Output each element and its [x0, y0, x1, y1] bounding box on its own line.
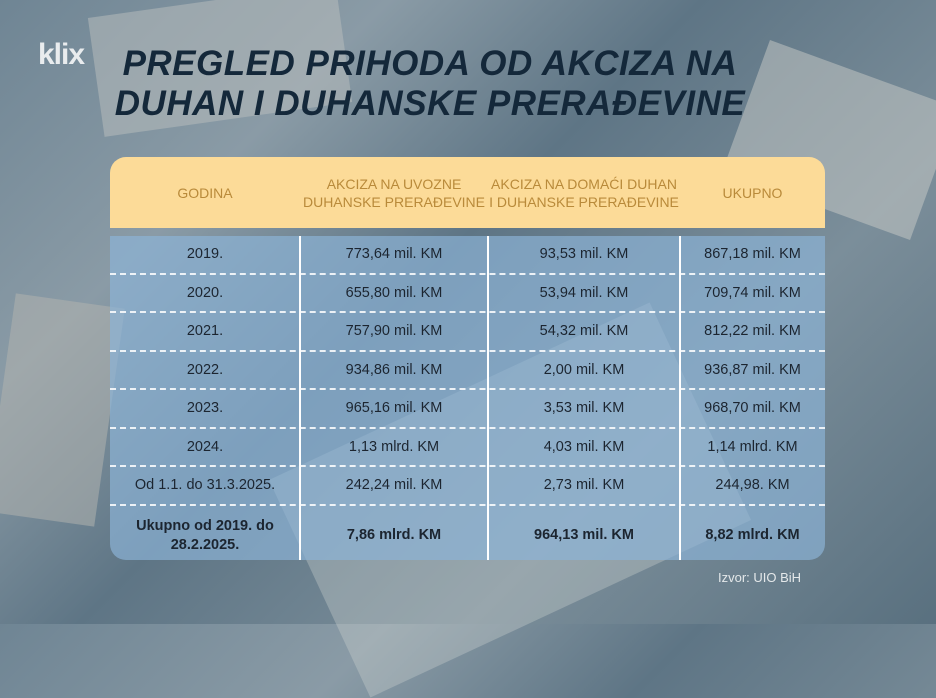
table-cell: 757,90 mil. KM — [345, 323, 443, 340]
table-cell: 968,70 mil. KM — [704, 400, 801, 417]
column-divider — [299, 236, 301, 560]
table-row: 2019. 773,64 mil. KM 93,53 mil. KM 867,18 m… — [110, 236, 825, 275]
table-cell: Od 1.1. do 31.3.2025. — [134, 477, 276, 494]
table-cell: 1,14 mlrd. KM — [707, 438, 798, 455]
header-total: UKUPNO — [722, 184, 783, 201]
source-note: Izvor: UIO BiH — [718, 570, 802, 585]
total-cell: 964,13 mil. KM — [534, 527, 634, 543]
header-godina: GODINA — [177, 184, 233, 201]
column-divider — [487, 236, 489, 560]
table-row: 2023. 965,16 mil. KM 3,53 mil. KM 968,70 mi… — [110, 390, 825, 429]
table-cell: 2,00 mil. KM — [543, 361, 625, 378]
table-cell: 934,86 mil. KM — [345, 361, 443, 378]
header-domestic-excise: AKCIZA NA DOMAĆI DUHAN I DUHANSKE PRERAĐ… — [489, 175, 679, 210]
table-cell: 4,03 mil. KM — [543, 438, 625, 455]
table-cell: 2,73 mil. KM — [543, 477, 625, 494]
background-photo-box — [0, 293, 125, 527]
table-cell: 242,24 mil. KM — [345, 477, 443, 494]
table-header: GODINA AKCIZA NA UVOZNE DUHANSKE PRERAĐE… — [110, 157, 825, 228]
table-row: 2021. 757,90 mil. KM 54,32 mil. KM 812,22 m… — [110, 313, 825, 352]
total-row: Ukupno od 2019. do 28.2.2025. 7,86 mlrd. … — [110, 506, 825, 561]
table-cell: 2020. — [186, 284, 224, 301]
table-cell: 3,53 mil. KM — [543, 400, 625, 417]
table-row: 2020. 655,80 mil. KM 53,94 mil. KM 709,74 m… — [110, 275, 825, 313]
table-cell: 965,16 mil. KM — [345, 400, 443, 417]
table-cell: 2024. — [186, 438, 224, 455]
header-import-excise: AKCIZA NA UVOZNE DUHANSKE PRERAĐEVINE — [302, 175, 486, 210]
table-row: 2022. 934,86 mil. KM 2,00 mil. KM 936,87 mi… — [110, 352, 825, 390]
excise-revenue-table: GODINA AKCIZA NA UVOZNE DUHANSKE PRERAĐE… — [110, 157, 825, 560]
table-cell: 709,74 mil. KM — [704, 284, 801, 301]
table-row: Od 1.1. do 31.3.2025. 242,24 mil. KM 2,73 … — [110, 467, 825, 506]
table-cell: 2022. — [186, 361, 224, 378]
table-cell: 1,13 mlrd. KM — [348, 438, 440, 455]
total-cell: Ukupno od 2019. do 28.2.2025. — [136, 517, 274, 553]
total-cell: 8,82 mlrd. KM — [705, 527, 800, 543]
table-cell: 54,32 mil. KM — [539, 323, 629, 340]
table-cell: 773,64 mil. KM — [345, 246, 443, 263]
table-row: 2024. 1,13 mlrd. KM 4,03 mil. KM 1,14 mlrd.… — [110, 429, 825, 467]
column-divider — [679, 236, 681, 560]
table-cell: 936,87 mil. KM — [704, 361, 801, 378]
page-title: PREGLED PRIHODA OD AKCIZA NA DUHAN I DUH… — [114, 44, 746, 123]
table-cell: 2021. — [186, 323, 224, 340]
table-cell: 53,94 mil. KM — [539, 284, 629, 301]
table-cell: 867,18 mil. KM — [704, 246, 801, 263]
table-cell: 2023. — [186, 400, 224, 417]
klix-logo: klix — [38, 38, 85, 71]
table-cell: 93,53 mil. KM — [539, 246, 629, 263]
table-cell: 2019. — [186, 246, 224, 263]
total-cell: 7,86 mlrd. KM — [346, 527, 442, 543]
table-body: 2019. 773,64 mil. KM 93,53 mil. KM 867,18 m… — [110, 236, 825, 560]
table-cell: 244,98. KM — [715, 477, 790, 494]
table-cell: 812,22 mil. KM — [704, 323, 801, 340]
table-cell: 655,80 mil. KM — [345, 284, 443, 301]
